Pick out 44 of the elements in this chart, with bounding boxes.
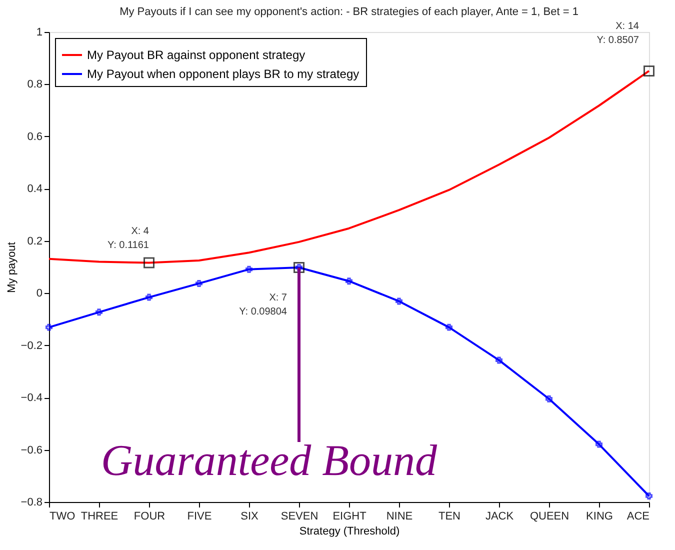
x-tick-label: NINE (386, 510, 413, 522)
x-tick-label: THREE (80, 510, 118, 522)
point (96, 308, 102, 316)
x-tick-label: ACE (626, 510, 650, 522)
y-tick-label: −0.6 (20, 444, 42, 456)
x-tick-label: FIVE (187, 510, 212, 522)
y-tick-label: −0.2 (20, 340, 42, 352)
x-tick-label: JACK (485, 510, 514, 522)
point (646, 492, 652, 500)
y-tick-label: −0.4 (20, 392, 42, 404)
x-axis-title: Strategy (Threshold) (299, 526, 400, 538)
point (146, 294, 152, 301)
y-tick-label: 0 (36, 288, 42, 300)
point (596, 440, 602, 448)
annotation: X: 7 Y: 0.09804 (239, 292, 288, 318)
y-tick-label: 0.4 (27, 183, 42, 196)
x-tick-label: TWO (50, 510, 76, 522)
y-tick-label: −0.8 (20, 496, 42, 508)
x-tick-label: KING (586, 510, 613, 522)
legend-label: My Payout BR against opponent strategy (87, 48, 306, 62)
point (196, 280, 202, 287)
point (46, 324, 52, 331)
point (496, 356, 502, 364)
y-axis-title: My payout (6, 242, 18, 293)
point (396, 298, 402, 305)
x-tick-label: SEVEN (280, 510, 318, 522)
y-tick-label: 0.8 (27, 78, 42, 91)
y-tick-label: 0.2 (27, 235, 42, 248)
legend-label: My Payout when opponent plays BR to my strategy (87, 67, 360, 81)
chart-title: My Payouts if I can see my opponent's action: - BR strategies of each player, Ante = 1, Bet = 1 (120, 6, 578, 18)
point (546, 395, 552, 402)
point (446, 324, 452, 331)
point (346, 278, 352, 285)
x-tick-label: EIGHT (332, 510, 367, 522)
y-tick-label: 0.6 (27, 130, 42, 143)
annotation: Guaranteed Bound (100, 436, 438, 485)
annotation: X: 14 Y: 0.8507 (596, 20, 640, 46)
x-tick-label: QUEEN (530, 510, 570, 522)
x-tick-label: FOUR (134, 510, 166, 522)
y-tick-label: 1 (36, 26, 42, 38)
x-tick-label: SIX (240, 510, 260, 522)
annotation: X: 4 Y: 0.1161 (107, 226, 150, 251)
point (246, 266, 252, 273)
x-tick-label: TEN (438, 510, 461, 522)
